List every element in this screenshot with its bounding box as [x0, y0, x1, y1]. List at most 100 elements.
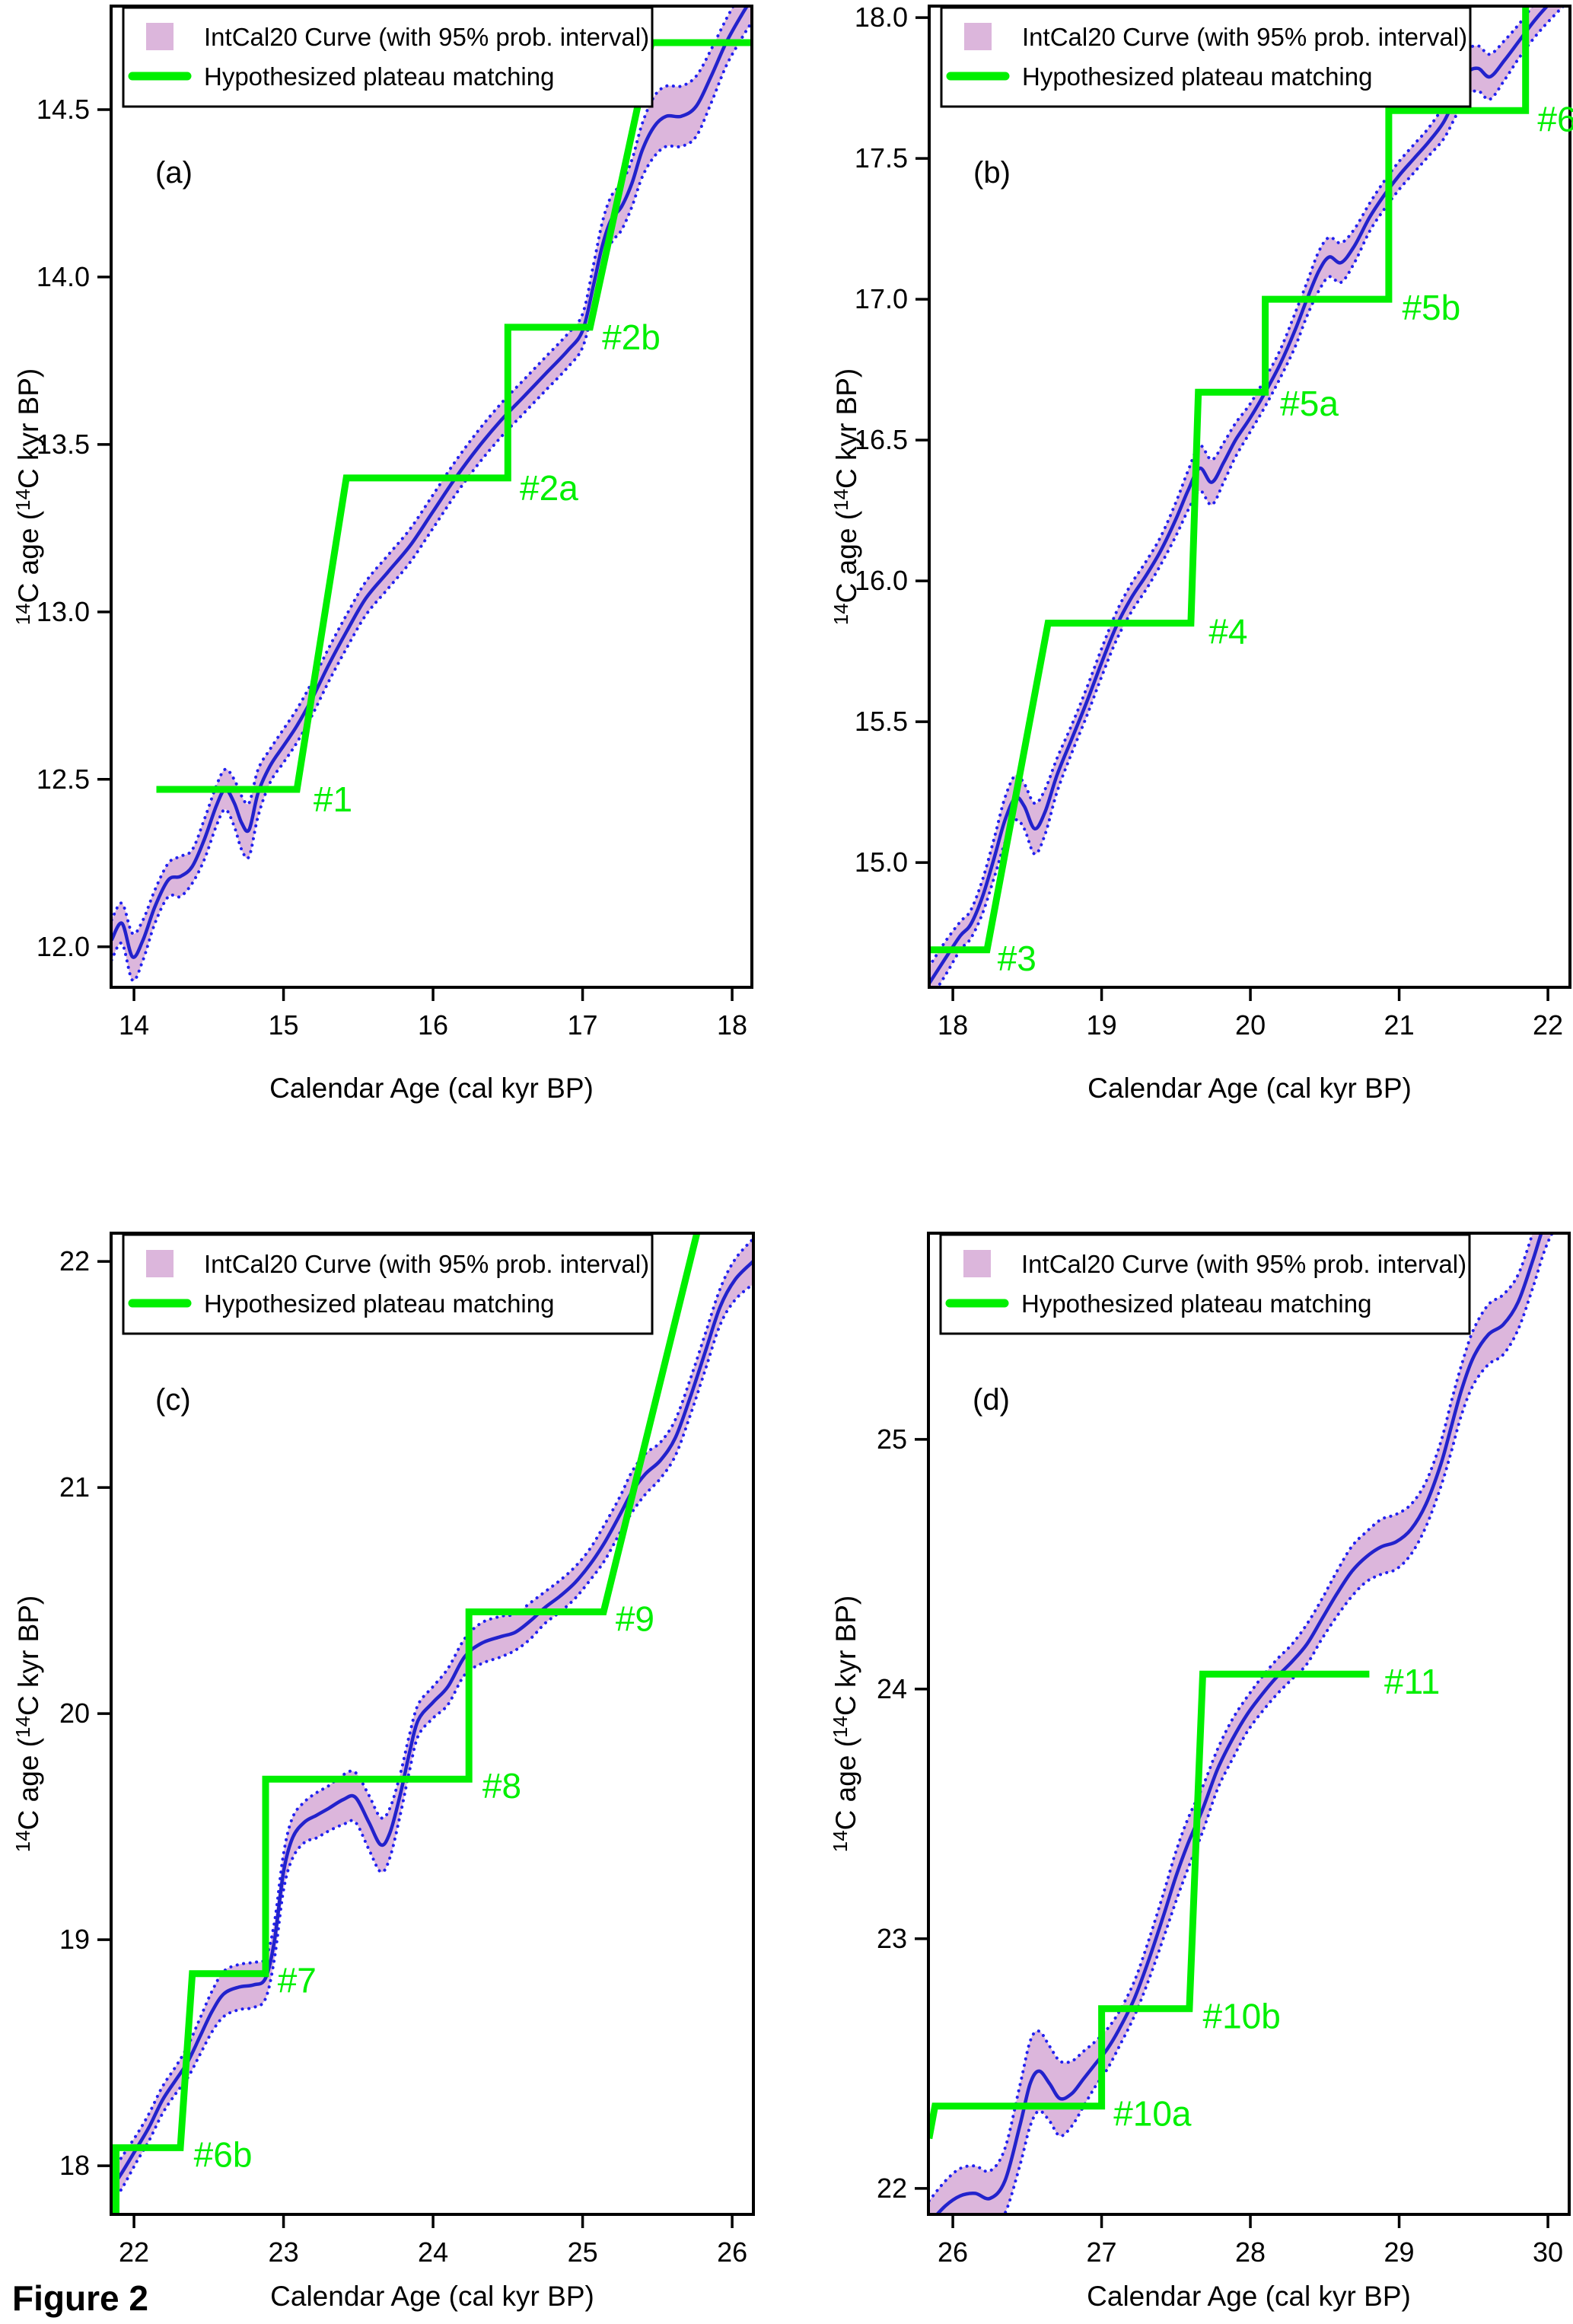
band-lower-dotted-edge — [935, 6, 1566, 987]
x-tick-label: 16 — [418, 1009, 448, 1041]
legend: IntCal20 Curve (with 95% prob. interval)… — [940, 6, 1472, 108]
legend-box — [122, 1233, 654, 1335]
band-lower-dotted-edge — [111, 21, 752, 983]
panel-c-plot-area — [111, 1233, 753, 2214]
step-label-2a: #2a — [520, 468, 578, 508]
plateau-matching-step-line — [929, 6, 1530, 954]
legend-box — [122, 6, 654, 108]
y-tick-label: 13.5 — [37, 429, 90, 460]
plot-border — [110, 5, 753, 989]
y-tick-label: 16.0 — [855, 565, 908, 596]
step-label-3: #3 — [998, 939, 1036, 978]
intcal20-95-interval-band — [929, 6, 1564, 987]
y-axis-title: 14C age (14C kyr BP) — [829, 368, 862, 625]
legend-band-swatch — [964, 23, 992, 50]
legend: IntCal20 Curve (with 95% prob. interval)… — [939, 1233, 1471, 1335]
band-upper-dotted-edge — [111, 1237, 753, 2176]
y-tick-label: 12.5 — [37, 764, 90, 795]
step-label-11: #11 — [1384, 1662, 1440, 1701]
step-label-10a: #10a — [1113, 2093, 1192, 2133]
y-tick-label: 14.0 — [37, 261, 90, 292]
panel-d-plot-area — [928, 1233, 1555, 2214]
x-axis-title: Calendar Age (cal kyr BP) — [269, 1073, 594, 1104]
legend-label-intcal20: IntCal20 Curve (with 95% prob. interval) — [204, 1250, 649, 1278]
y-tick-label: 22 — [877, 2173, 907, 2204]
y-tick-label: 25 — [877, 1423, 907, 1455]
x-tick-label: 22 — [1533, 1009, 1563, 1041]
legend-label-intcal20: IntCal20 Curve (with 95% prob. interval) — [1021, 1250, 1466, 1278]
intcal20-curve-line — [929, 6, 1549, 985]
step-label-1: #1 — [314, 779, 352, 819]
x-tick-label: 15 — [269, 1009, 299, 1041]
y-tick-label: 22 — [59, 1245, 90, 1277]
y-tick-label: 21 — [59, 1471, 90, 1503]
x-axis-title: Calendar Age (cal kyr BP) — [270, 2281, 594, 2312]
figure-caption: Figure 2 — [12, 2278, 148, 2318]
y-tick-label: 24 — [877, 1673, 907, 1704]
y-axis-title: 14C age (14C kyr BP) — [11, 368, 44, 625]
panel-d: 26 27 28 29 30 22 23 24 25 Calendar Age (cal kyr … — [829, 1232, 1571, 2312]
band-upper-dotted-edge — [111, 6, 735, 936]
plot-border — [928, 5, 1571, 989]
plot-border — [110, 1232, 755, 2216]
panel-letter-a: (a) — [155, 156, 193, 190]
intcal20-curve-line — [935, 1233, 1543, 2214]
legend-box — [940, 6, 1472, 108]
legend-label-plateau: Hypothesized plateau matching — [1021, 1290, 1371, 1318]
legend-box — [939, 1233, 1471, 1335]
panel-b: 18 19 20 21 22 15.0 15.5 16.0 16.5 17.0 17.5 18.0 Ca… — [829, 2, 1573, 1104]
x-tick-label: 18 — [938, 1009, 968, 1041]
x-tick-label: 30 — [1533, 2236, 1563, 2268]
intcal20-curve-line — [111, 6, 750, 959]
legend: IntCal20 Curve (with 95% prob. interval)… — [122, 1233, 654, 1335]
panel-letter-c: (c) — [155, 1383, 191, 1417]
x-tick-label: 29 — [1384, 2236, 1415, 2268]
plateau-matching-step-line — [156, 39, 752, 793]
panel-letter-d: (d) — [973, 1383, 1010, 1417]
y-tick-label: 19 — [59, 1924, 90, 1955]
x-tick-label: 26 — [938, 2236, 968, 2268]
legend: IntCal20 Curve (with 95% prob. interval)… — [122, 6, 654, 108]
x-tick-label: 21 — [1384, 1009, 1415, 1041]
x-tick-label: 27 — [1087, 2236, 1117, 2268]
legend-band-swatch — [963, 1250, 991, 1277]
y-tick-label: 15.0 — [855, 846, 908, 878]
y-tick-label: 23 — [877, 1923, 907, 1954]
x-tick-label: 17 — [568, 1009, 598, 1041]
x-tick-label: 23 — [269, 2236, 299, 2268]
panel-c: 22 23 24 25 26 18 19 20 21 22 Calendar Age (cal ky… — [11, 1232, 755, 2312]
panel-b-plot-area — [929, 6, 1566, 987]
legend-label-plateau: Hypothesized plateau matching — [1022, 62, 1372, 91]
panel-a: 14 15 16 17 18 12.0 12.5 13.0 13.5 14.0 14.5 Calend… — [11, 5, 753, 1104]
x-tick-label: 28 — [1235, 2236, 1266, 2268]
y-tick-label: 16.5 — [855, 424, 908, 455]
step-label-5a: #5a — [1280, 384, 1339, 423]
step-label-8: #8 — [482, 1766, 521, 1806]
panel-letter-b: (b) — [973, 156, 1011, 190]
legend-band-swatch — [146, 1250, 174, 1277]
y-tick-label: 17.0 — [855, 283, 908, 314]
plateau-matching-step-line — [113, 1233, 701, 2214]
step-label-6: #6 — [1537, 99, 1573, 139]
legend-label-plateau: Hypothesized plateau matching — [204, 62, 554, 91]
y-tick-label: 18 — [59, 2150, 90, 2181]
legend-label-intcal20: IntCal20 Curve (with 95% prob. interval) — [204, 23, 649, 51]
step-label-6b: #6b — [194, 2134, 253, 2174]
y-tick-label: 15.5 — [855, 706, 908, 737]
intcal20-95-interval-band — [111, 6, 752, 981]
step-label-4: #4 — [1208, 612, 1247, 652]
panel-a-plot-area — [111, 6, 752, 983]
x-tick-label: 18 — [717, 1009, 747, 1041]
x-tick-label: 24 — [418, 2236, 448, 2268]
x-axis-title: Calendar Age (cal kyr BP) — [1087, 2281, 1411, 2312]
y-tick-label: 14.5 — [37, 94, 90, 125]
plateau-matching-step-line — [928, 1670, 1370, 2140]
step-label-7: #7 — [278, 1961, 317, 2000]
plot-border — [927, 1232, 1571, 2216]
y-tick-label: 20 — [59, 1698, 90, 1729]
legend-label-intcal20: IntCal20 Curve (with 95% prob. interval) — [1022, 23, 1467, 51]
x-tick-label: 25 — [568, 2236, 598, 2268]
x-tick-label: 19 — [1087, 1009, 1117, 1041]
step-label-5b: #5b — [1402, 288, 1460, 327]
